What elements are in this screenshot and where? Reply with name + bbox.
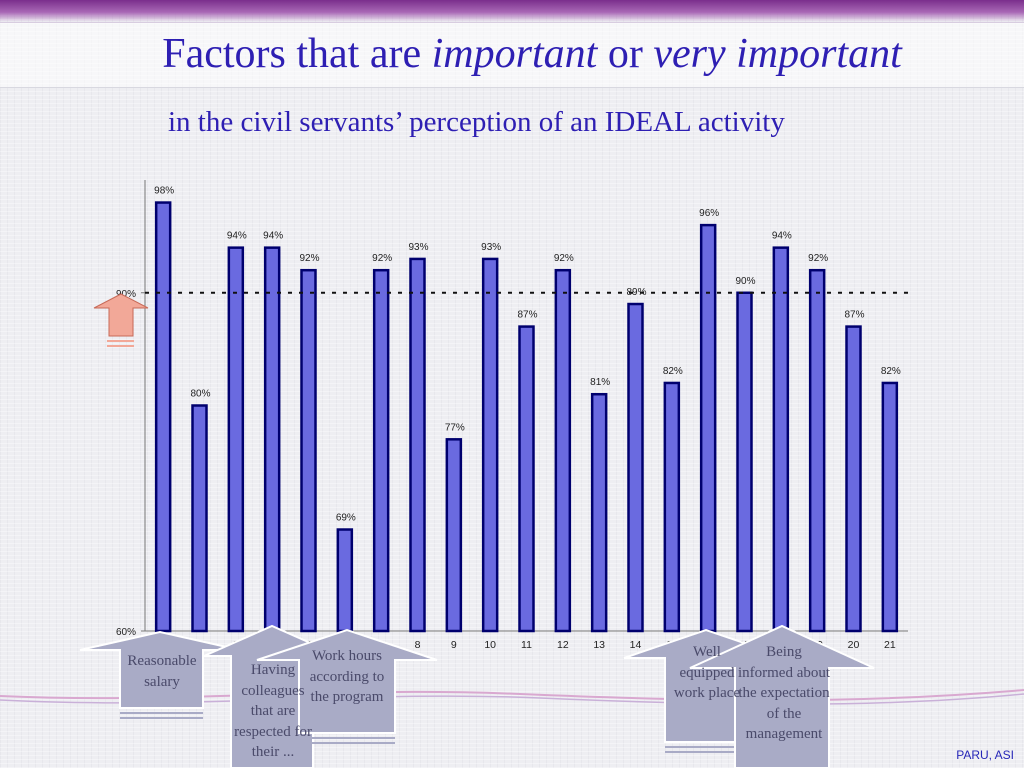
y-tick-label: 90%	[116, 289, 136, 300]
bar	[300, 268, 317, 633]
bar	[590, 392, 608, 633]
bar	[881, 381, 899, 633]
header-band	[0, 0, 1024, 22]
x-tick-label: 21	[884, 639, 896, 651]
bar	[409, 257, 426, 633]
value-label: 94%	[772, 231, 792, 242]
value-label: 93%	[408, 242, 428, 253]
value-label: 77%	[445, 422, 465, 433]
bar	[808, 268, 826, 633]
bar	[736, 291, 753, 633]
x-tick-label: 9	[451, 639, 457, 651]
bar	[445, 438, 463, 633]
x-tick-label: 14	[630, 639, 642, 651]
title-part-2: or	[597, 31, 654, 77]
callout-label: Being informed about the expectation of …	[737, 644, 831, 742]
callout-underline	[299, 737, 395, 739]
bar	[227, 246, 245, 633]
value-label: 94%	[227, 231, 247, 242]
bar	[263, 246, 281, 633]
value-label: 96%	[699, 208, 719, 219]
bar	[772, 246, 790, 633]
value-label: 82%	[881, 366, 901, 377]
value-label: 87%	[844, 310, 864, 321]
bar	[336, 528, 354, 633]
callout-underline	[120, 717, 203, 719]
x-tick-label: 10	[484, 639, 496, 651]
title-part-1: Factors that are	[162, 31, 432, 77]
value-label: 90%	[735, 276, 755, 287]
up-arrow-icon	[93, 293, 149, 337]
up-arrow-underline	[107, 345, 134, 347]
callout-arrow	[689, 624, 875, 768]
bar	[481, 257, 499, 633]
page-title: Factors that are important or very impor…	[0, 30, 1024, 78]
bar	[554, 268, 572, 633]
callout-underline	[299, 742, 395, 744]
x-tick-label: 13	[593, 639, 605, 651]
bar	[845, 325, 862, 633]
up-arrow-underline	[107, 340, 134, 342]
bar	[627, 302, 644, 633]
callout-label: Work hours according to the program	[309, 648, 385, 705]
value-label: 92%	[372, 253, 392, 264]
value-label: 92%	[554, 253, 574, 264]
callout-underline	[120, 712, 203, 714]
bar	[191, 404, 208, 633]
value-label: 92%	[299, 253, 319, 264]
x-tick-label: 12	[557, 639, 569, 651]
value-label: 80%	[190, 389, 210, 400]
callout-label: Well equipped work place	[673, 644, 741, 701]
value-label: 69%	[336, 513, 356, 524]
x-tick-label: 8	[415, 639, 421, 651]
value-label: 82%	[663, 366, 683, 377]
value-label: 89%	[626, 287, 646, 298]
title-emphasis-2: very important	[653, 31, 902, 77]
bar	[518, 325, 535, 633]
bar	[663, 381, 681, 633]
value-label: 92%	[808, 253, 828, 264]
y-tick-label: 60%	[116, 627, 136, 638]
callout-arrow	[256, 628, 438, 734]
callout-arrow	[79, 630, 241, 709]
value-label: 81%	[590, 377, 610, 388]
x-tick-label: 11	[521, 639, 532, 651]
callout-label: Reasonable salary	[127, 653, 197, 690]
bar	[154, 201, 172, 633]
title-box	[0, 22, 1024, 88]
bar	[699, 223, 717, 633]
value-label: 93%	[481, 242, 501, 253]
callout-label: Having colleagues that are respected for…	[234, 662, 312, 760]
title-emphasis-1: important	[431, 31, 598, 77]
bar	[372, 268, 390, 633]
value-label: 94%	[263, 231, 283, 242]
callout-underline	[665, 751, 747, 753]
value-label: 98%	[154, 186, 174, 197]
footer-tag: PARU, ASI	[956, 748, 1014, 762]
value-label: 87%	[517, 310, 537, 321]
page-subtitle: in the civil servants’ perception of an …	[168, 106, 785, 138]
x-tick-label: 20	[848, 639, 860, 651]
callout-underline	[665, 746, 747, 748]
